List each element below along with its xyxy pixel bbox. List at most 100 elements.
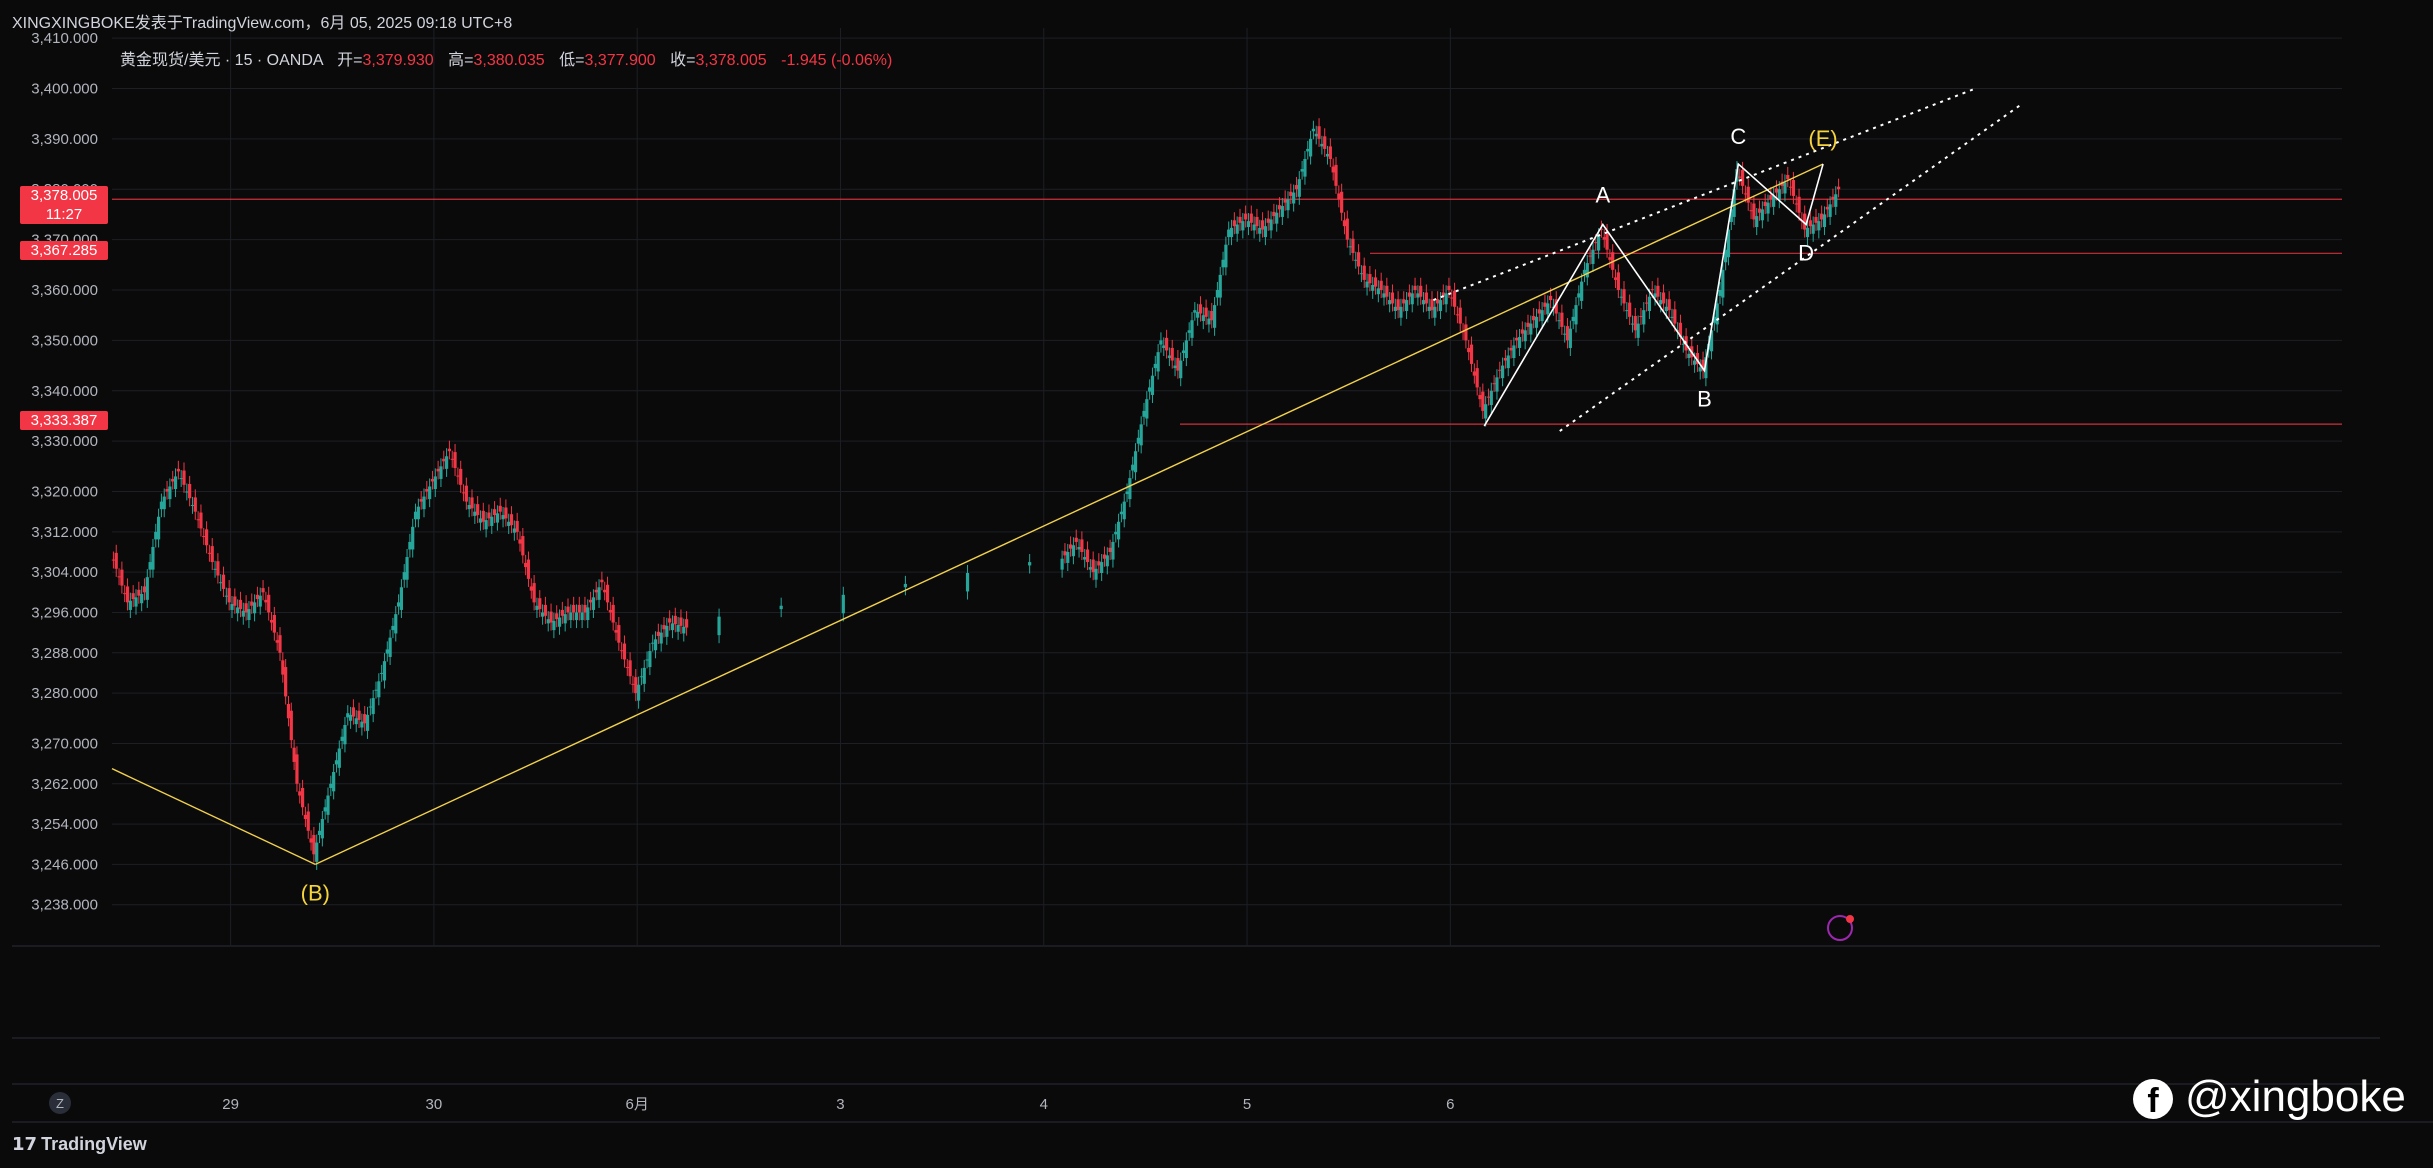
candle-body: [1221, 259, 1225, 268]
candle-body: [391, 625, 395, 631]
candle-body: [1156, 352, 1160, 372]
candle-body: [1063, 551, 1067, 556]
watermark-handle: @xingboke: [2185, 1072, 2406, 1121]
candle-body: [611, 604, 615, 623]
candle-body: [145, 577, 149, 600]
candle-body: [529, 586, 533, 591]
candle-body: [648, 651, 652, 668]
symbol-label[interactable]: 黄金现货/美元 · 15 · OANDA: [120, 52, 323, 69]
trendline-up: [314, 163, 1824, 866]
flash-event-icon[interactable]: [1827, 915, 1853, 941]
candle-body: [656, 631, 660, 636]
candle-body: [1834, 194, 1838, 207]
candle-body: [515, 520, 519, 532]
candle-body: [1814, 216, 1818, 223]
candle-body: [1481, 391, 1485, 411]
abcde-wave-path: [1483, 162, 1824, 427]
zoom-reset-label[interactable]: Z: [56, 1096, 64, 1111]
candle-body: [1100, 562, 1104, 573]
candle-body: [1314, 133, 1318, 137]
candle-body: [1489, 390, 1493, 406]
candle-body: [583, 604, 587, 613]
candle-body: [1500, 365, 1505, 379]
candle-body: [142, 586, 147, 593]
candle-body: [154, 531, 158, 540]
candle-body: [428, 486, 432, 500]
candle-body: [453, 452, 457, 469]
candle-body: [1794, 203, 1798, 205]
candle-body: [1450, 297, 1454, 299]
candle-body: [450, 458, 454, 460]
candle-body: [605, 584, 610, 603]
candle-body: [1698, 367, 1702, 372]
zoom-reset-icon[interactable]: [49, 1092, 71, 1114]
candle-body: [1105, 555, 1109, 567]
candle-body: [509, 514, 514, 526]
candle-body: [1760, 209, 1764, 221]
candle-body: [411, 526, 415, 550]
candle-body: [1687, 353, 1691, 359]
candle-body: [1673, 309, 1677, 324]
candle-body: [351, 707, 356, 717]
candle-body: [665, 625, 669, 637]
candle-body: [662, 625, 666, 630]
candle-body: [1467, 347, 1471, 353]
candle-body: [546, 619, 550, 624]
tv-logo-icon: 𝟭𝟳: [12, 1134, 38, 1154]
candle-body: [1088, 567, 1092, 570]
candle-body: [1529, 323, 1533, 335]
candle-body: [1630, 323, 1635, 325]
candle-body: [315, 842, 319, 862]
candle-body: [1444, 293, 1448, 305]
candle-body: [569, 612, 573, 621]
candle-body: [1416, 293, 1420, 298]
candle-body: [1365, 281, 1369, 288]
candle-body: [1280, 206, 1284, 217]
candle-body: [303, 814, 308, 820]
candle-body: [1766, 202, 1770, 214]
candle-body: [1803, 213, 1807, 230]
candle-body: [467, 504, 471, 510]
candle-body: [645, 659, 649, 661]
candle-body: [298, 791, 302, 796]
candle-body: [326, 795, 330, 815]
candle-body: [1619, 296, 1623, 298]
facebook-icon: f: [2133, 1079, 2173, 1120]
candle-body: [117, 576, 121, 578]
candle-body: [577, 604, 581, 613]
wave-label-c: C: [1730, 124, 1746, 149]
candle-body: [1162, 345, 1166, 348]
candle-body: [1726, 229, 1731, 258]
current-price-tag: 3,378.005 11:27: [20, 186, 108, 224]
ohlc-legend: 黄金现货/美元 · 15 · OANDA 开=3,379.930 高=3,380…: [120, 46, 892, 70]
y-tick-label: 3,340.000: [31, 383, 98, 400]
candle-body: [193, 497, 197, 512]
candle-body: [199, 512, 203, 529]
y-tick-label: 3,288.000: [31, 645, 98, 662]
candle-body: [233, 596, 237, 606]
candle-body: [1577, 293, 1581, 298]
candle-body: [1159, 340, 1163, 345]
candle-body: [636, 684, 641, 701]
candle-body: [1085, 549, 1090, 563]
candle-body: [1300, 169, 1304, 172]
candle-body: [1540, 310, 1544, 322]
candle-body: [1348, 246, 1352, 248]
candle-body: [1297, 179, 1301, 197]
candle-body: [162, 496, 166, 510]
candle-body: [1263, 226, 1268, 238]
candle-body: [1738, 176, 1742, 178]
candle-body: [1622, 289, 1626, 304]
candle-body: [512, 528, 516, 533]
candle-body: [1520, 329, 1524, 334]
candle-body: [354, 718, 358, 725]
bar-countdown: 11:27: [45, 206, 83, 223]
candle-body: [617, 625, 621, 643]
candle-body: [1390, 292, 1395, 304]
candle-body: [1289, 191, 1293, 196]
candle-body: [521, 536, 525, 556]
candle-body: [182, 470, 186, 485]
candle-body: [1715, 303, 1719, 325]
candle-body: [1379, 280, 1383, 290]
